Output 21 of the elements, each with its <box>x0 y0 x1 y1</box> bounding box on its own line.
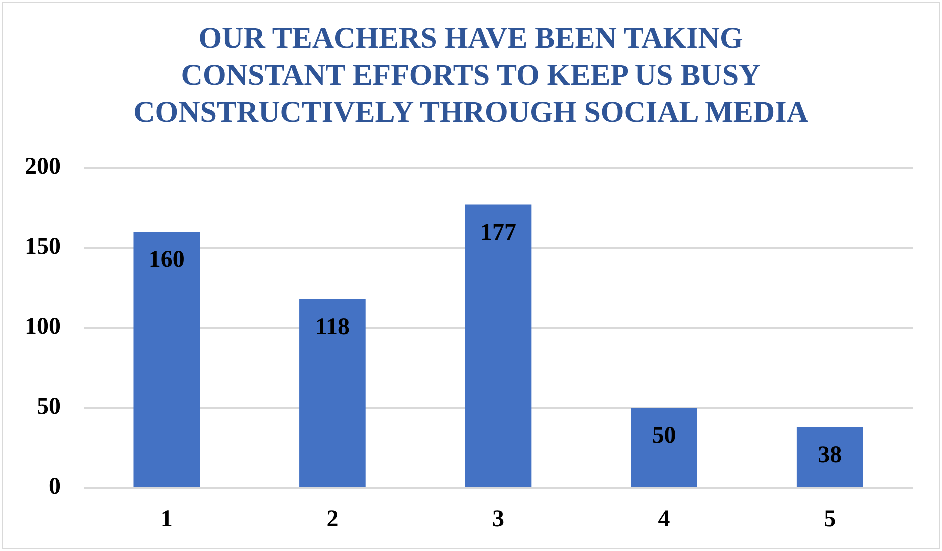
y-tick-label: 50 <box>37 394 61 420</box>
bar <box>631 408 698 488</box>
x-tick-label: 2 <box>326 506 339 533</box>
chart-title: OUR TEACHERS HAVE BEEN TAKING CONSTANT EFFORTS TO KEEP US BUSY CONSTRUCTIVELY THROUGH SOCIAL MEDIA <box>132 21 810 131</box>
bar <box>134 232 200 488</box>
bar <box>465 204 532 488</box>
y-tick-label: 0 <box>49 474 61 500</box>
x-tick-label: 5 <box>824 506 836 533</box>
bar <box>796 427 864 488</box>
y-tick-label: 150 <box>25 234 61 260</box>
data-label: 118 <box>315 314 350 340</box>
data-label: 160 <box>148 247 185 274</box>
x-tick-label: 4 <box>658 506 670 533</box>
bar <box>300 299 366 488</box>
data-label: 38 <box>818 442 842 468</box>
x-tick-label: 1 <box>160 506 173 533</box>
data-label: 177 <box>480 220 516 246</box>
x-tick-label: 3 <box>492 506 504 533</box>
y-tick-label: 200 <box>25 154 61 180</box>
data-label: 50 <box>652 423 676 450</box>
y-tick-label: 100 <box>25 314 61 340</box>
